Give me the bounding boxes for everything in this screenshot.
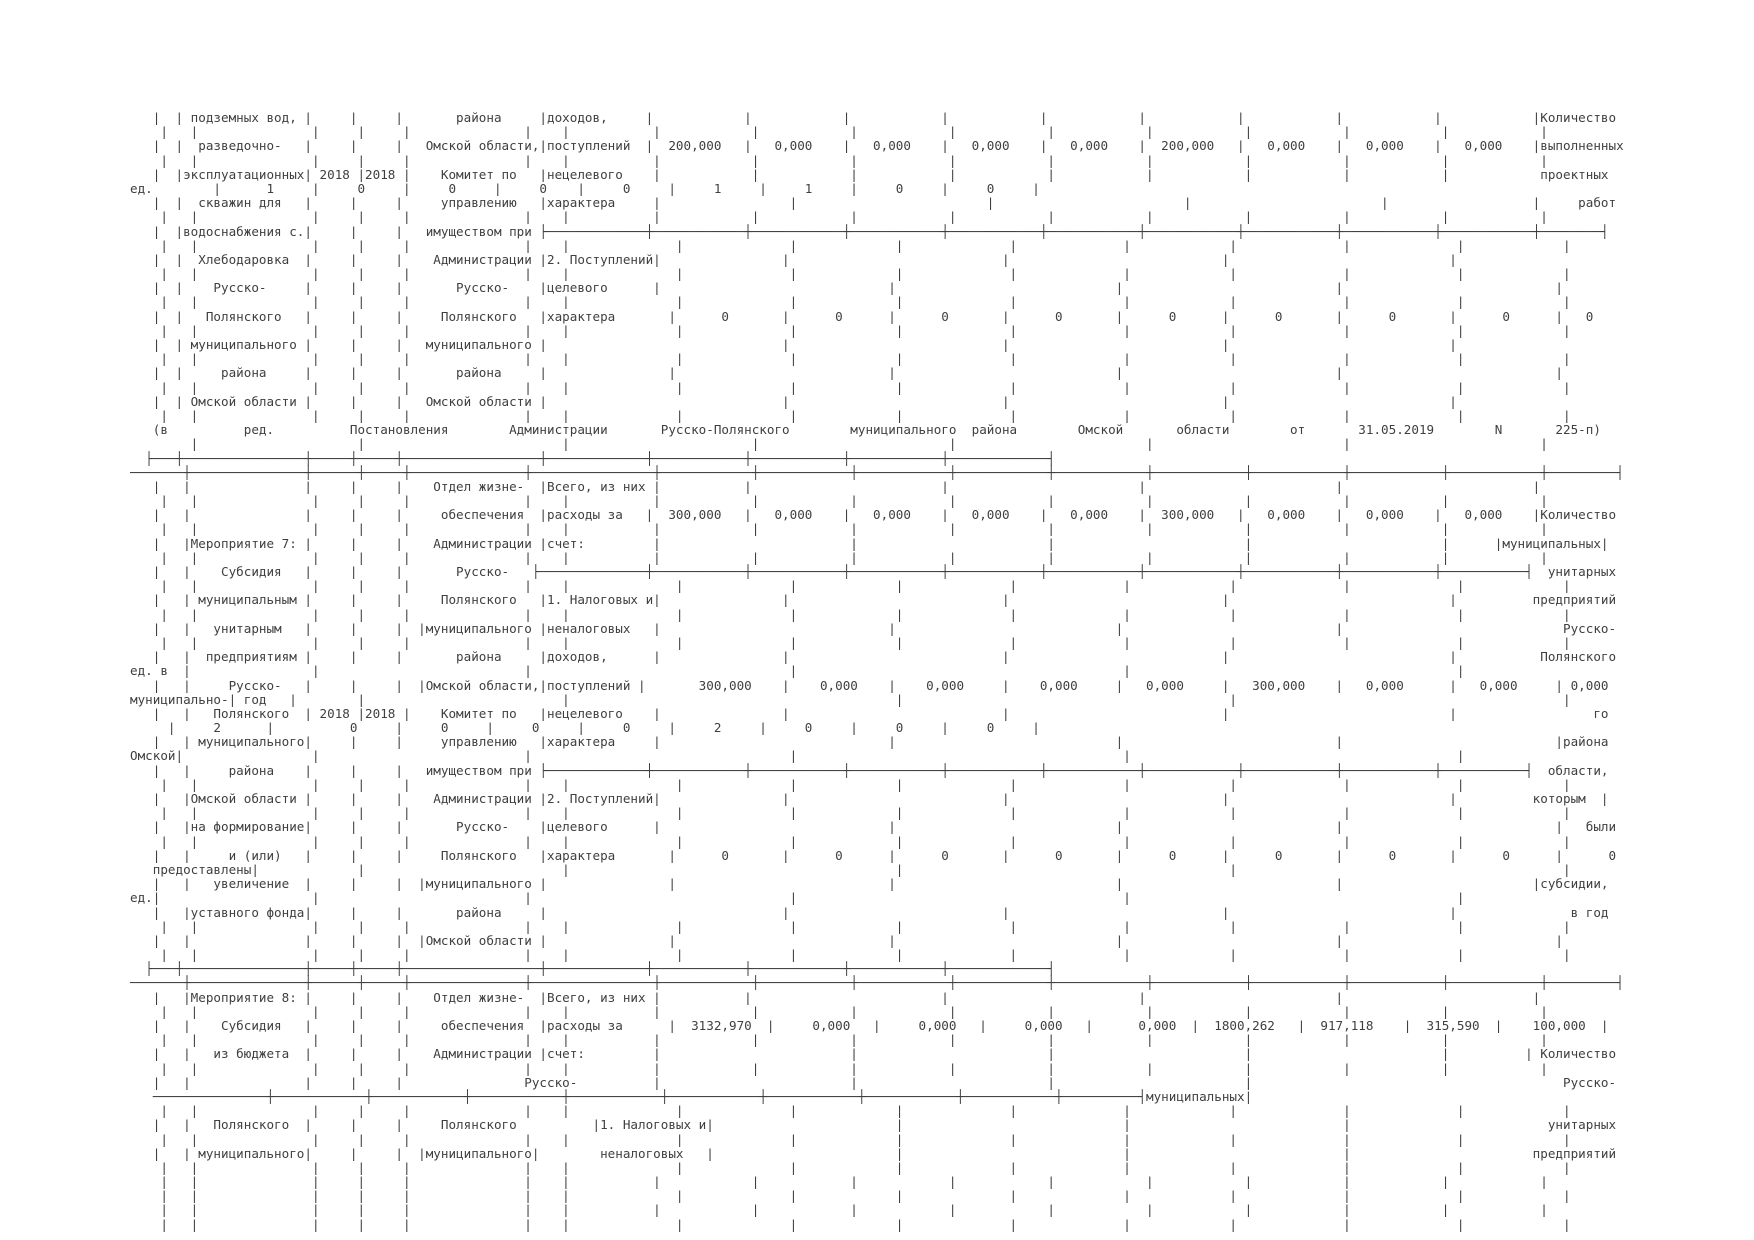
text-line: (в ред. Постановления Администрации Русс… xyxy=(130,422,1601,438)
text-line: | | | | | | | | | | | | | | | | xyxy=(130,379,1571,395)
text-line: | | скважин для | | | управлению |характ… xyxy=(130,195,1617,211)
text-line: | | | | | | | | | | | | | | | | xyxy=(130,805,1571,821)
text-line: ───────┼───────────────┼──────┼─────┼───… xyxy=(130,975,1624,991)
text-line: | 2 | 0 | 0 | 0 | 0 | 2 | 0 | 0 | 0 | xyxy=(130,720,1040,736)
text-line: ───────┼───────────────┼──────┼─────┼───… xyxy=(130,464,1624,480)
text-line: | | | | | | | | | | | | | | | | xyxy=(130,606,1571,622)
text-line: | | | | | | | | | | | | | | | | xyxy=(130,1216,1571,1232)
text-line: | | | | | | | | | | | | | | | | | xyxy=(130,209,1548,225)
text-line: | | муниципального| | | |муниципального|… xyxy=(130,1145,1617,1161)
text-line: | | | | | | | | | | | | | | | | xyxy=(130,1103,1571,1119)
text-line: | | увеличение | | | |муниципального | |… xyxy=(130,876,1609,892)
text-line: | |Мероприятие 7: | | | Администрации |с… xyxy=(130,535,1609,551)
text-line: | | | | | Русско- | | | | Русско- xyxy=(130,1074,1617,1090)
text-line: | | | | | | | | | | | | | | | | xyxy=(130,237,1571,253)
text-line: | | | | | | | | | | | | | | | | | xyxy=(130,549,1548,565)
text-line: | | | | | | | | | | | | | | | | xyxy=(130,1131,1571,1147)
text-line: | | | | | | | | | | | | | | | | | xyxy=(130,493,1548,509)
text-line: | | | | | | | | | | | | | | | | | xyxy=(130,152,1548,168)
text-line: | | | | | | | | | | | | | | | | xyxy=(130,947,1571,963)
text-line: | | Полянского | 2018 |2018 | Комитет по… xyxy=(130,705,1609,721)
text-line: | |на формирование| | | Русско- |целевог… xyxy=(130,819,1617,835)
text-line: | | | | | | | | | | | | | | | | xyxy=(130,351,1571,367)
text-line: ед. | 1 | 0 | 0 | 0 | 0 | 1 | 1 | 0 | 0 … xyxy=(130,180,1040,196)
text-line: | | | | | обеспечения |расходы за | 300,… xyxy=(130,507,1617,523)
text-line: | | | | | | | | | | | | | | | | xyxy=(130,833,1571,849)
text-line: | | Субсидия | | | обеспечения |расходы … xyxy=(130,1018,1609,1033)
text-line: | | района | | | имуществом при ├───────… xyxy=(130,762,1609,778)
text-line: | | Полянского | | | Полянского |характе… xyxy=(130,308,1594,324)
text-line: | | и (или) | | | Полянского |характера … xyxy=(130,847,1617,863)
text-line: предоставлены| | | | | | xyxy=(130,861,1571,877)
text-line: | | | | | | | | | | | | | | | | xyxy=(130,634,1571,650)
text-line: | | района | | | района | | | | | | xyxy=(130,365,1564,381)
text-line: | | муниципального | | | муниципального … xyxy=(130,337,1457,352)
text-line: | | из бюджета | | | Администрации |счет… xyxy=(130,1046,1617,1062)
text-line: | | | | | | | | | | | | | | | | xyxy=(130,407,1571,423)
text-line: | | | | | | | | | | | | | | | | xyxy=(130,294,1571,310)
text-line: | | муниципального| | | управлению |хара… xyxy=(130,734,1609,750)
text-line: | | | | | | | | | | | | | | | | | xyxy=(130,1003,1548,1019)
text-line: | | | | | | | | xyxy=(130,436,1548,452)
text-line: | | | | | | | | | | | | | | | | | xyxy=(130,1202,1548,1218)
text-line: | | | | | | | | | | | | | | | | | xyxy=(130,1174,1548,1190)
text-line: ед. в | | | | | | xyxy=(130,663,1465,679)
text-line: | | | | | | | | | | | | | | | | | xyxy=(130,521,1548,537)
text-line: | | унитарным | | | |муниципального |нен… xyxy=(130,620,1617,636)
text-line: ├───┼────────────────┼─────┼─────┼──────… xyxy=(130,961,1056,977)
text-line: | | Полянского | | | Полянского |1. Нало… xyxy=(130,1117,1617,1133)
text-line: | |водоснабжения с.| | | имуществом при … xyxy=(130,223,1609,239)
text-line: | |эксплуатационных| 2018 |2018 | Комите… xyxy=(130,166,1609,182)
text-line: | | | | | | | | | | | | | | | | | xyxy=(130,1060,1548,1076)
text-line: | | Русско- | | | Русско- |целевого | | … xyxy=(130,280,1564,296)
text-line: | | | | | | | | | | | | | | | | xyxy=(130,322,1571,338)
text-line: | |Омской области | | | Администрации |2… xyxy=(130,791,1609,806)
text-line: | | | | | | | | | | | | | | | | xyxy=(130,1188,1571,1204)
text-line: ├───┼────────────────┼─────┼─────┼──────… xyxy=(130,450,1056,466)
text-line: | | муниципальным | | | Полянского |1. Н… xyxy=(130,592,1617,608)
text-line: | | | | | | | | | | | | | | | | | xyxy=(130,124,1548,140)
text-line: | | Хлебодаровка | | | Администрации |2.… xyxy=(130,251,1457,267)
text-line: | | | | | | | | | | | | | | | | xyxy=(130,578,1571,594)
text-line: | | Субсидия | | | Русско- ├────────────… xyxy=(130,564,1617,579)
text-line: | |уставного фонда| | | района | | | | |… xyxy=(130,904,1609,920)
text-line: | | разведочно- | | | Омской области,|по… xyxy=(130,138,1624,154)
text-line: | | | | | Отдел жизне- |Всего, из них | … xyxy=(130,478,1541,494)
text-line: Омской| | | | | | xyxy=(130,748,1465,764)
text-line: муниципально-| год | | | | | | xyxy=(130,691,1571,707)
text-line: | |Мероприятие 8: | | | Отдел жизне- |Вс… xyxy=(130,989,1541,1005)
text-line: | | | | | | | | | | | | | | | | xyxy=(130,918,1571,934)
text-line: | | подземных вод, | | | района |доходов… xyxy=(130,110,1617,125)
text-line: | | | | | | | | | | | | | | | | xyxy=(130,1159,1571,1175)
text-line: | | | | | | | | | | | | | | | | xyxy=(130,776,1571,792)
ascii-budget-table: | | подземных вод, | | | района |доходов… xyxy=(130,110,1624,1232)
text-line: | | | | | |Омской области | | | | | | xyxy=(130,932,1564,948)
text-line: | | Русско- | | | |Омской области,|посту… xyxy=(130,677,1609,693)
text-line: | | | | | | | | | | | | | | | | | xyxy=(130,1032,1548,1048)
text-line: | | Омской области | | | Омской области … xyxy=(130,393,1457,409)
text-line: | | | | | | | | | | | | | | | | xyxy=(130,266,1571,282)
text-line: | | предприятиям | | | района |доходов, … xyxy=(130,649,1617,665)
text-line: ед.| | | | | | xyxy=(130,890,1465,906)
text-line: ───────────────┼────────────┼───────────… xyxy=(130,1088,1253,1104)
